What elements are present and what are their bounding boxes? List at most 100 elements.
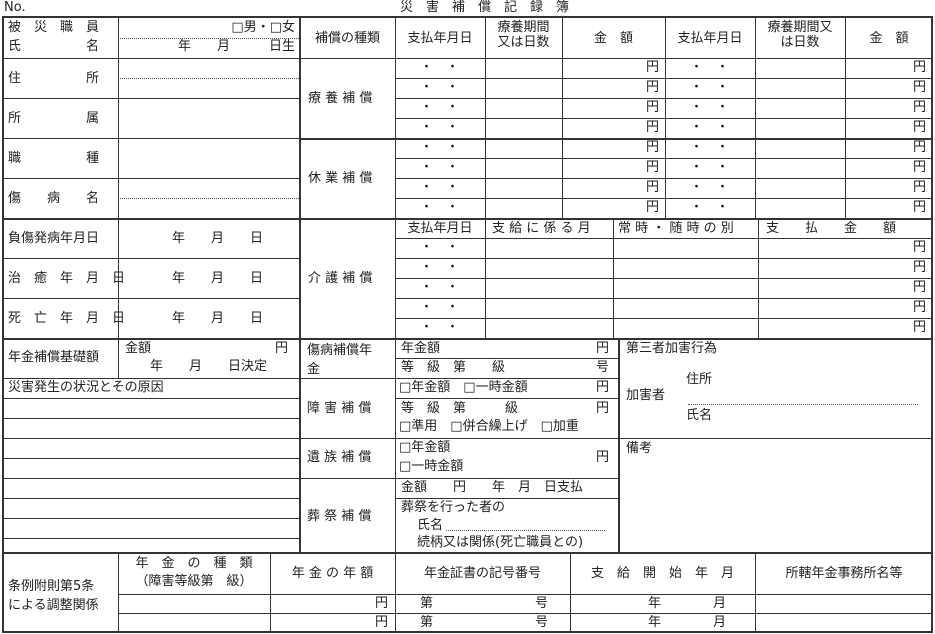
survivor-pension-checkbox[interactable]: □年金額	[399, 440, 451, 455]
grid-line	[2, 538, 299, 539]
address-label: 住 所	[8, 71, 100, 86]
period-header-2: 療養期間又 は日数	[767, 20, 833, 50]
pay-date-field[interactable]: ・ ・	[420, 120, 460, 135]
grid-line	[2, 478, 299, 479]
grid-line	[485, 218, 486, 338]
sex-checkboxes[interactable]: □男・□女	[231, 20, 295, 35]
grid-line	[395, 298, 933, 299]
compensation-kind-header: 補償の種類	[314, 31, 380, 46]
pay-date-field[interactable]: ・ ・	[420, 140, 460, 155]
pay-date-field-2[interactable]: ・ ・	[690, 120, 730, 135]
dotted-line	[118, 38, 299, 39]
birth-date-field[interactable]: 年 月 日生	[177, 39, 295, 54]
grid-line	[395, 158, 933, 159]
grid-line	[395, 78, 933, 79]
cure-date-field[interactable]: 年 月 日	[172, 271, 264, 286]
care-pay-date-field[interactable]: ・ ・	[420, 260, 460, 275]
death-date-label: 死 亡 年 月 日	[8, 311, 126, 326]
pension-basis-amount-label: 金額	[125, 341, 152, 356]
grid-line	[270, 552, 271, 632]
care-pay-date-field[interactable]: ・ ・	[420, 320, 460, 335]
start-year-month[interactable]: 年 月	[648, 596, 727, 611]
grid-line	[2, 16, 933, 18]
grid-line	[2, 16, 4, 633]
pension-office-header: 所轄年金事務所名等	[785, 566, 903, 581]
yen-unit: 円	[646, 80, 660, 95]
pay-date-field-2[interactable]: ・ ・	[690, 180, 730, 195]
care-month-header: 支 給 に 係 る 月	[492, 221, 591, 236]
onset-date-field[interactable]: 年 月 日	[172, 231, 264, 246]
pay-date-field[interactable]: ・ ・	[420, 160, 460, 175]
grid-line	[299, 138, 933, 140]
care-pay-date-field[interactable]: ・ ・	[420, 240, 460, 255]
sick-pension-yen: 円	[596, 341, 610, 356]
cert-dai: 第	[420, 615, 434, 630]
care-amount-header: 支 払 金 額	[766, 221, 897, 236]
pay-date-field-2[interactable]: ・ ・	[690, 160, 730, 175]
start-year-month[interactable]: 年 月	[648, 615, 727, 630]
pay-date-field[interactable]: ・ ・	[420, 200, 460, 215]
grid-line	[299, 58, 933, 59]
dotted-line	[446, 530, 605, 531]
disability-yen: 円	[596, 380, 610, 395]
grid-line	[118, 552, 119, 632]
grid-line	[395, 16, 396, 338]
grid-line	[2, 58, 299, 59]
accident-situation-label: 災害発生の状況とその原因	[8, 380, 164, 395]
assailant-label: 加害者	[626, 388, 666, 403]
pay-date-field[interactable]: ・ ・	[420, 100, 460, 115]
grid-line	[299, 16, 301, 552]
care-yen-unit: 円	[913, 260, 927, 275]
disability-grade-yen: 円	[596, 401, 610, 416]
care-pay-date-field[interactable]: ・ ・	[420, 280, 460, 295]
grid-line	[395, 98, 933, 99]
cert-dai: 第	[420, 596, 434, 611]
grid-line	[2, 438, 299, 439]
injury-label: 傷 病 名	[8, 191, 100, 206]
death-date-field[interactable]: 年 月 日	[172, 311, 264, 326]
disability-grade[interactable]: 等 級 第 級	[401, 401, 519, 416]
adjustment-label: 条例附則第5条 による調整関係	[8, 579, 99, 613]
grid-line	[2, 631, 933, 633]
disability-options[interactable]: □準用 □併合繰上げ □加重	[399, 419, 579, 434]
onset-date-label: 負傷発病年月日	[8, 231, 100, 246]
funeral-relation-label: 続柄又は関係(死亡職員との)	[417, 535, 584, 550]
disability-payment-choice[interactable]: □年金額 □一時金額	[399, 380, 528, 395]
pay-date-field[interactable]: ・ ・	[420, 180, 460, 195]
sick-pension-amount-label: 年金額	[401, 341, 441, 356]
grid-line	[755, 16, 756, 218]
amount-header: 金 額	[593, 31, 633, 46]
survivor-lump-sum-checkbox[interactable]: □一時金額	[399, 459, 464, 474]
pay-date-field-2[interactable]: ・ ・	[690, 100, 730, 115]
yen-unit: 円	[646, 120, 660, 135]
assailant-address-label: 住所	[686, 372, 713, 387]
grid-line	[845, 16, 846, 218]
pay-date-field[interactable]: ・ ・	[420, 60, 460, 75]
sick-pension-grade[interactable]: 等 級 第 級	[401, 360, 506, 375]
dotted-line	[688, 404, 918, 405]
pay-date-field-2[interactable]: ・ ・	[690, 140, 730, 155]
grid-line	[118, 613, 933, 614]
grid-line	[613, 218, 614, 338]
grid-line	[2, 298, 299, 299]
yen-unit-2: 円	[913, 200, 927, 215]
pay-date-header-2: 支払年月日	[677, 31, 743, 46]
pension-basis-decided-date[interactable]: 年 月 日決定	[150, 359, 268, 374]
yen-unit: 円	[646, 200, 660, 215]
affiliation-label: 所 属	[8, 111, 100, 126]
yen-unit: 円	[646, 180, 660, 195]
pay-date-field-2[interactable]: ・ ・	[690, 200, 730, 215]
care-type-header: 常 時 ・ 随 時 の 別	[618, 221, 734, 236]
pay-date-field[interactable]: ・ ・	[420, 80, 460, 95]
yen-unit-2: 円	[913, 140, 927, 155]
grid-line	[118, 16, 119, 378]
yen-unit-2: 円	[913, 80, 927, 95]
funeral-payment[interactable]: 金額 円 年 月 日支払	[401, 480, 584, 495]
funeral-compensation-label: 葬 祭 補 償	[307, 509, 372, 524]
pay-date-field-2[interactable]: ・ ・	[690, 80, 730, 95]
sick-pension-go: 号	[596, 360, 610, 375]
care-pay-date-field[interactable]: ・ ・	[420, 300, 460, 315]
grid-line	[2, 498, 299, 499]
pay-date-field-2[interactable]: ・ ・	[690, 60, 730, 75]
